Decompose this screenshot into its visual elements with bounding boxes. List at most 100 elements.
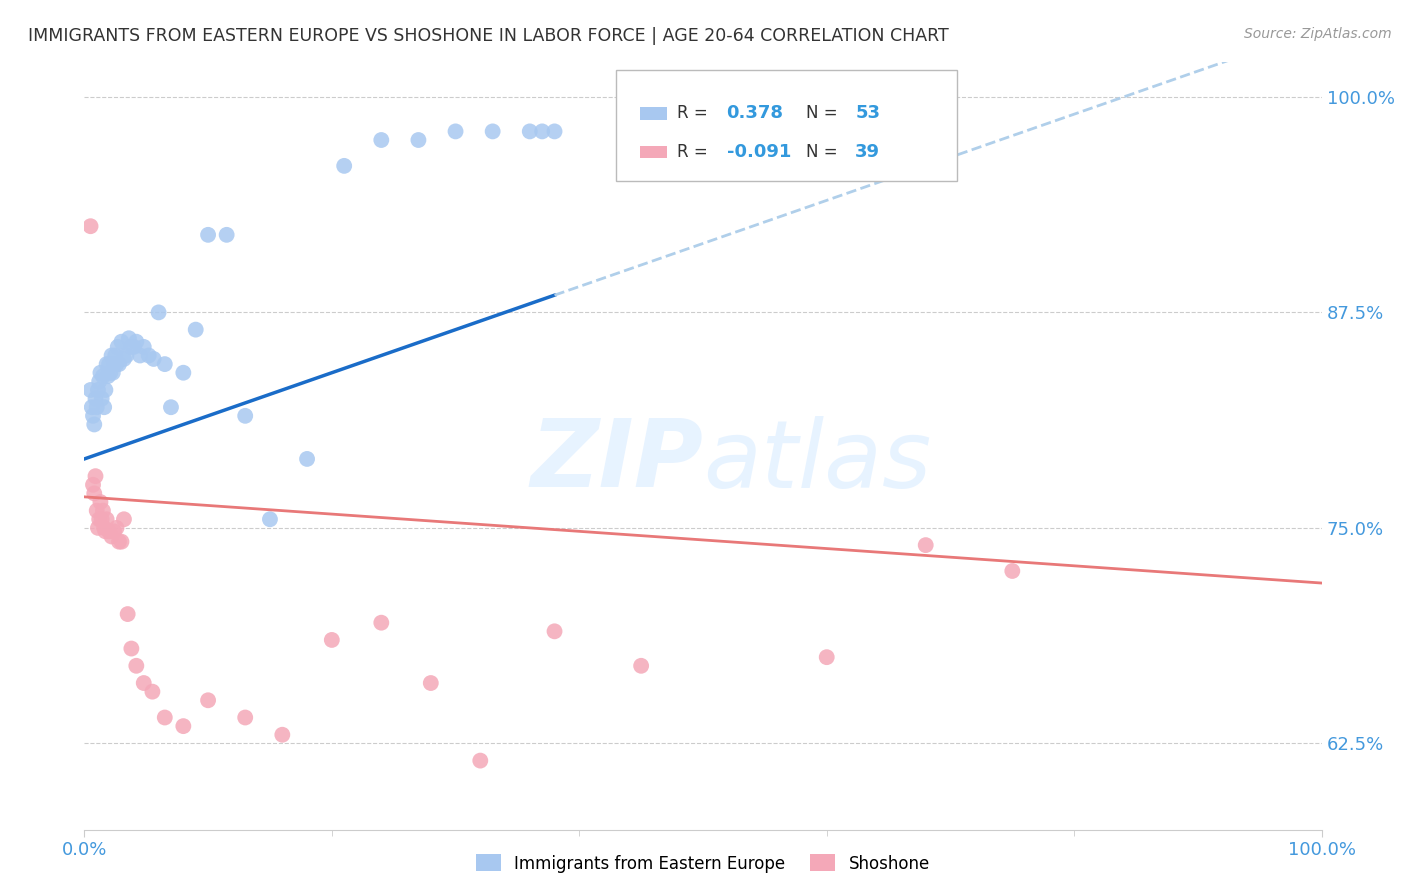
Point xyxy=(87,521,110,535)
Point xyxy=(914,538,936,552)
Point xyxy=(132,676,155,690)
Point xyxy=(519,124,541,138)
Point xyxy=(89,366,111,380)
Point xyxy=(79,219,101,234)
Text: Source: ZipAtlas.com: Source: ZipAtlas.com xyxy=(1244,27,1392,41)
Point xyxy=(82,409,104,423)
Point xyxy=(160,401,183,415)
Point xyxy=(271,728,294,742)
Point xyxy=(96,512,118,526)
Point xyxy=(86,401,108,415)
Point xyxy=(120,340,142,354)
Text: R =: R = xyxy=(678,143,713,161)
Point xyxy=(90,512,112,526)
Point xyxy=(543,624,565,639)
Point xyxy=(370,133,392,147)
Point xyxy=(148,305,170,319)
Point xyxy=(108,357,131,371)
Point xyxy=(153,710,176,724)
Point xyxy=(117,607,139,621)
Text: 53: 53 xyxy=(855,104,880,122)
Point xyxy=(86,503,108,517)
Point xyxy=(93,401,115,415)
Point xyxy=(141,684,163,698)
Legend: Immigrants from Eastern Europe, Shoshone: Immigrants from Eastern Europe, Shoshone xyxy=(470,847,936,880)
Point xyxy=(115,349,138,363)
Point xyxy=(321,632,343,647)
Point xyxy=(98,357,121,371)
Point xyxy=(107,340,129,354)
Point xyxy=(96,357,118,371)
Text: 0.378: 0.378 xyxy=(727,104,783,122)
FancyBboxPatch shape xyxy=(640,107,666,120)
Point xyxy=(90,392,112,406)
Point xyxy=(259,512,281,526)
Point xyxy=(125,334,148,349)
Point xyxy=(91,369,114,384)
Text: R =: R = xyxy=(678,104,713,122)
Point xyxy=(91,503,114,517)
FancyBboxPatch shape xyxy=(640,145,666,159)
Point xyxy=(815,650,838,665)
Point xyxy=(110,534,132,549)
Point xyxy=(80,401,103,415)
Point xyxy=(172,719,194,733)
Point xyxy=(444,124,467,138)
Point xyxy=(105,357,128,371)
Point xyxy=(108,534,131,549)
Point xyxy=(132,340,155,354)
FancyBboxPatch shape xyxy=(616,70,956,181)
Point xyxy=(184,323,207,337)
Point xyxy=(125,658,148,673)
Point xyxy=(112,512,135,526)
Text: IMMIGRANTS FROM EASTERN EUROPE VS SHOSHONE IN LABOR FORCE | AGE 20-64 CORRELATIO: IMMIGRANTS FROM EASTERN EUROPE VS SHOSHO… xyxy=(28,27,949,45)
Point xyxy=(142,351,165,366)
Point xyxy=(470,754,492,768)
Point xyxy=(215,227,238,242)
Point xyxy=(94,383,117,397)
Point xyxy=(98,366,121,380)
Point xyxy=(197,227,219,242)
Point xyxy=(94,524,117,539)
Point xyxy=(89,495,111,509)
Point xyxy=(295,451,318,466)
Point xyxy=(543,124,565,138)
Point xyxy=(103,357,125,371)
Text: 39: 39 xyxy=(855,143,880,161)
Point xyxy=(98,524,121,539)
Point xyxy=(89,375,111,389)
Text: N =: N = xyxy=(806,104,838,122)
Point xyxy=(83,417,105,432)
Point xyxy=(110,334,132,349)
Point xyxy=(138,349,160,363)
Point xyxy=(129,349,152,363)
Point xyxy=(122,340,145,354)
Point xyxy=(1001,564,1024,578)
Point xyxy=(197,693,219,707)
Point xyxy=(100,529,122,543)
Point xyxy=(112,351,135,366)
Point xyxy=(105,521,128,535)
Point xyxy=(97,369,120,384)
Point xyxy=(370,615,392,630)
Point xyxy=(333,159,356,173)
Point xyxy=(531,124,554,138)
Point xyxy=(84,392,107,406)
Point xyxy=(83,486,105,500)
Point xyxy=(89,512,111,526)
Point xyxy=(172,366,194,380)
Point xyxy=(233,710,256,724)
Point xyxy=(84,469,107,483)
Point xyxy=(104,349,127,363)
Point xyxy=(153,357,176,371)
Point xyxy=(408,133,430,147)
Point xyxy=(118,331,141,345)
Point xyxy=(120,641,142,656)
Point xyxy=(630,658,652,673)
Point xyxy=(103,524,125,539)
Point xyxy=(100,349,122,363)
Point xyxy=(82,477,104,491)
Point xyxy=(87,383,110,397)
Text: N =: N = xyxy=(806,143,838,161)
Text: atlas: atlas xyxy=(703,416,931,507)
